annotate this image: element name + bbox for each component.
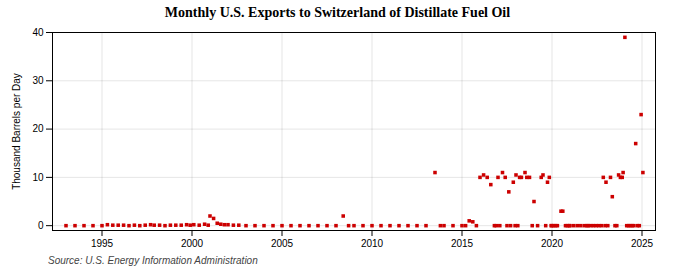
svg-text:Thousand Barrels per Day: Thousand Barrels per Day [11, 73, 22, 190]
svg-text:40: 40 [32, 27, 44, 38]
svg-text:2010: 2010 [361, 238, 384, 249]
svg-text:20: 20 [32, 123, 44, 134]
svg-text:2000: 2000 [181, 238, 204, 249]
svg-text:30: 30 [32, 75, 44, 86]
svg-text:2025: 2025 [631, 238, 654, 249]
svg-text:2015: 2015 [451, 238, 474, 249]
svg-text:1995: 1995 [91, 238, 114, 249]
svg-text:10: 10 [32, 172, 44, 183]
html-text:Source: U.S. Energy Informatio: Source: U.S. Energy Information Administ… [48, 255, 258, 266]
html-text:Monthly U.S. Exports to Switze: Monthly U.S. Exports to Switzerland of D… [164, 5, 511, 20]
svg-text:0: 0 [38, 220, 44, 231]
svg-text:2005: 2005 [271, 238, 294, 249]
svg-text:2020: 2020 [541, 238, 564, 249]
